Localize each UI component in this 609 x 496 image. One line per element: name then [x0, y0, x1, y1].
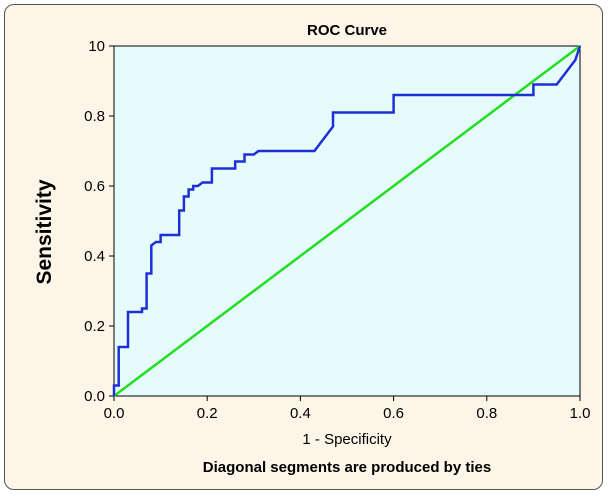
ties-note: Diagonal segments are produced by ties: [203, 459, 491, 476]
x-tick-label: 0.4: [290, 405, 311, 422]
x-tick-label: 1.0: [570, 405, 591, 422]
roc-curve-line: [112, 45, 582, 396]
y-tick-label: 0.6: [84, 178, 105, 195]
x-tick-label: 0.6: [383, 405, 404, 422]
y-tick-label: 10: [88, 38, 105, 55]
y-tick-label: 0.0: [84, 388, 105, 405]
y-axis-label: Sensitivity: [33, 179, 56, 284]
y-axis-ticks: 0.0 0.2 0.4 0.6 0.8 10: [84, 38, 114, 405]
y-tick-label: 0.8: [84, 108, 105, 125]
x-tick-label: 0.2: [197, 405, 218, 422]
y-tick-label: 0.2: [84, 318, 105, 335]
x-axis-label: 1 - Specificity: [302, 431, 392, 448]
reference-diagonal-line: [113, 45, 581, 397]
y-tick-label: 0.4: [84, 248, 105, 265]
x-tick-label: 0.8: [476, 405, 497, 422]
x-tick-label: 0.0: [104, 405, 125, 422]
x-axis-ticks: 0.0 0.2 0.4 0.6 0.8 1.0: [104, 396, 591, 422]
chart-title: ROC Curve: [307, 22, 387, 39]
